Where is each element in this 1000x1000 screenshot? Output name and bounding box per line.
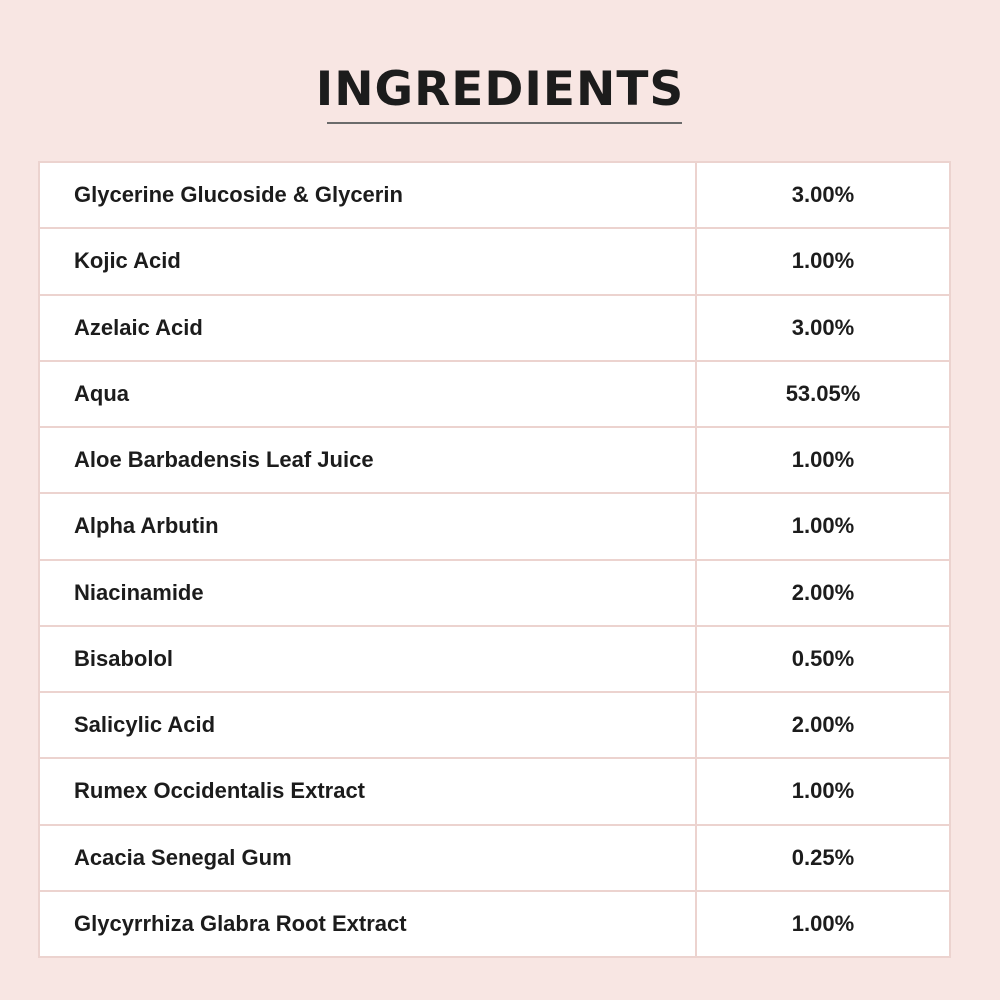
ingredient-name: Niacinamide bbox=[38, 558, 697, 627]
table-row: Aqua 53.05% bbox=[38, 359, 951, 429]
ingredient-percent: 0.50% bbox=[695, 624, 951, 694]
ingredient-name: Glycerine Glucoside & Glycerin bbox=[38, 160, 697, 230]
table-row: Alpha Arbutin 1.00% bbox=[38, 492, 951, 561]
table-row: Bisabolol 0.50% bbox=[38, 624, 951, 694]
ingredient-name: Bisabolol bbox=[38, 624, 697, 694]
ingredient-percent: 1.00% bbox=[695, 492, 951, 561]
table-row: Aloe Barbadensis Leaf Juice 1.00% bbox=[38, 425, 951, 495]
ingredient-name: Azelaic Acid bbox=[38, 293, 697, 362]
page-title: INGREDIENTS bbox=[315, 62, 685, 117]
ingredient-percent: 1.00% bbox=[695, 227, 951, 296]
table-row: Glycyrrhiza Glabra Root Extract 1.00% bbox=[38, 889, 951, 959]
ingredient-name: Rumex Occidentalis Extract bbox=[38, 757, 697, 826]
table-row: Kojic Acid 1.00% bbox=[38, 227, 951, 296]
ingredient-percent: 2.00% bbox=[695, 558, 951, 627]
ingredient-name: Acacia Senegal Gum bbox=[38, 823, 697, 892]
ingredient-percent: 1.00% bbox=[695, 425, 951, 495]
ingredient-name: Aqua bbox=[38, 359, 697, 429]
ingredient-percent: 1.00% bbox=[695, 889, 951, 959]
ingredient-percent: 1.00% bbox=[695, 757, 951, 826]
table-row: Rumex Occidentalis Extract 1.00% bbox=[38, 757, 951, 826]
ingredient-percent: 2.00% bbox=[695, 690, 951, 760]
ingredient-percent: 0.25% bbox=[695, 823, 951, 892]
ingredient-percent: 3.00% bbox=[695, 293, 951, 362]
table-row: Acacia Senegal Gum 0.25% bbox=[38, 823, 951, 892]
ingredient-name: Aloe Barbadensis Leaf Juice bbox=[38, 425, 697, 495]
table-row: Salicylic Acid 2.00% bbox=[38, 690, 951, 760]
ingredients-table: Glycerine Glucoside & Glycerin 3.00% Kojic… bbox=[38, 160, 951, 959]
table-row: Glycerine Glucoside & Glycerin 3.00% bbox=[38, 160, 951, 230]
title-underline bbox=[327, 122, 682, 124]
ingredient-percent: 53.05% bbox=[695, 359, 951, 429]
table-row: Azelaic Acid 3.00% bbox=[38, 293, 951, 362]
ingredient-name: Glycyrrhiza Glabra Root Extract bbox=[38, 889, 697, 959]
ingredient-name: Alpha Arbutin bbox=[38, 492, 697, 561]
ingredient-name: Salicylic Acid bbox=[38, 690, 697, 760]
table-row: Niacinamide 2.00% bbox=[38, 558, 951, 627]
ingredient-percent: 3.00% bbox=[695, 160, 951, 230]
ingredient-name: Kojic Acid bbox=[38, 227, 697, 296]
